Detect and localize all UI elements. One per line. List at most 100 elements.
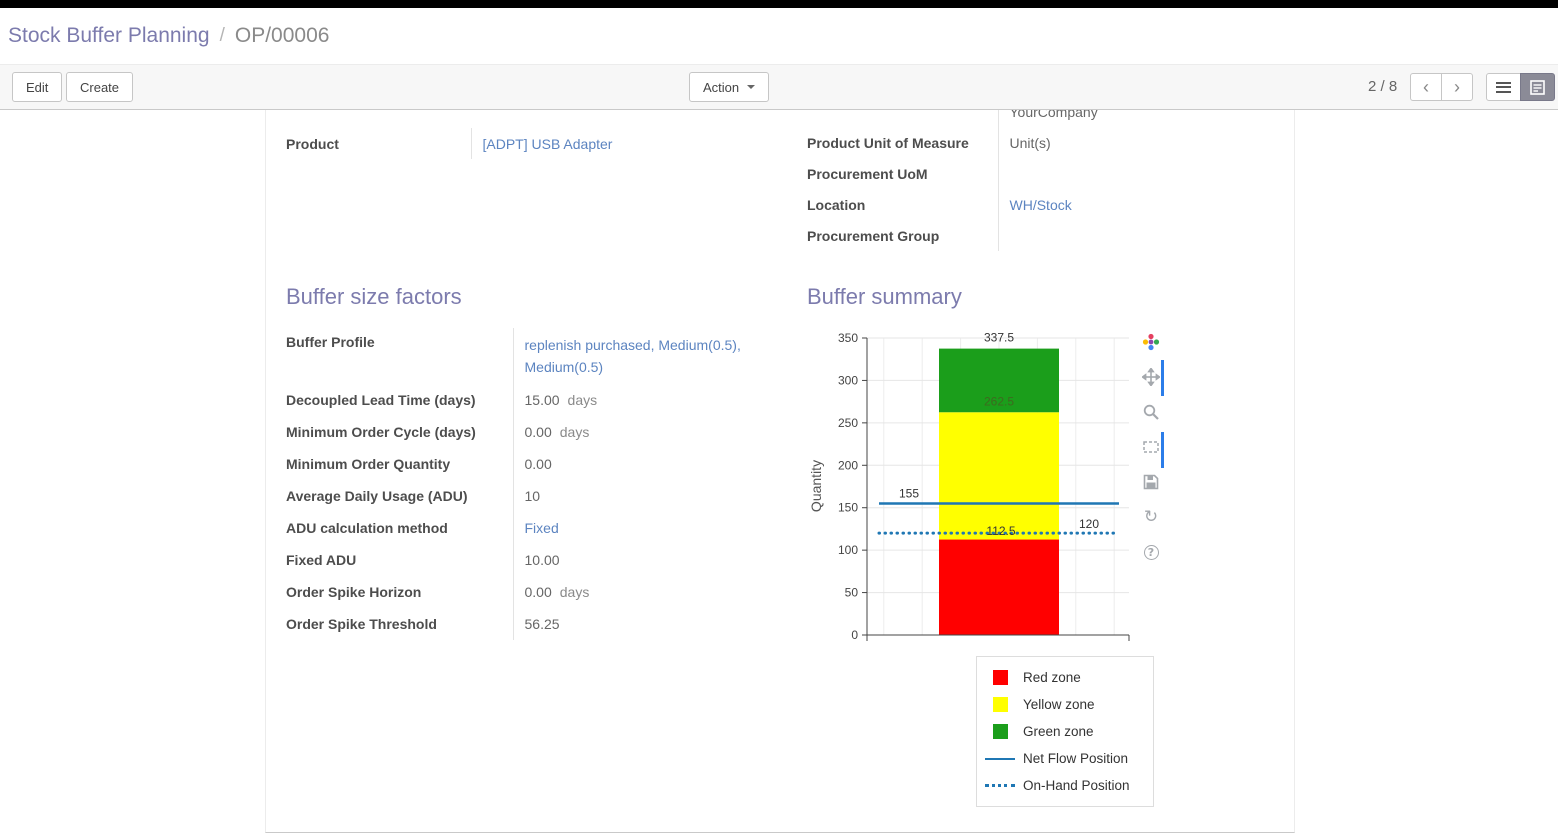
field-label: Product [286, 135, 339, 152]
y-tick-label: 300 [838, 373, 858, 387]
chart-annotation: 337.5 [984, 331, 1014, 345]
field-value: 0.00 [524, 456, 552, 472]
field-value-link[interactable]: replenish purchased, Medium(0.5), Medium… [524, 337, 741, 375]
form-sheet: Product [ADPT] USB Adapter YourCompany Pro… [265, 110, 1295, 833]
breadcrumb: Stock Buffer Planning / OP/00006 [0, 8, 1558, 64]
yellow-zone-bar[interactable] [939, 412, 1059, 540]
field-unit-suffix: days [559, 584, 590, 600]
help-icon[interactable]: ? [1143, 542, 1159, 562]
chart-modebar: ↻ ? [1137, 332, 1165, 577]
action-dropdown-button[interactable]: Action [689, 72, 770, 102]
y-tick-label: 350 [838, 331, 858, 345]
chart-annotation: 112.5 [986, 524, 1015, 538]
legend-item[interactable]: Yellow zone [985, 691, 1153, 718]
legend-label: Net Flow Position [1023, 751, 1129, 766]
pager-count: 2 / 8 [1368, 78, 1398, 95]
legend-item[interactable]: Green zone [985, 718, 1153, 745]
field-row: Order Spike Horizon 0.00 days [286, 576, 786, 608]
legend-item[interactable]: On-Hand Position [985, 772, 1153, 799]
create-button[interactable]: Create [66, 72, 134, 102]
legend-swatch [992, 670, 1008, 685]
content-area: Product [ADPT] USB Adapter YourCompany Pro… [0, 110, 1558, 839]
list-view-button[interactable] [1486, 73, 1521, 101]
green-zone-bar[interactable] [939, 348, 1059, 413]
field-row: Product Unit of Measure Unit(s) [807, 127, 1274, 158]
legend-line-sample [985, 757, 1015, 760]
section-title-buffer-size-factors: Buffer size factors [286, 284, 462, 309]
field-label: Decoupled Lead Time (days) [286, 392, 476, 408]
control-panel: Edit Create Action 2 / 8 ‹ › [0, 64, 1558, 110]
chart-plot-area[interactable]: 0 50 100 150 200 250 300 350 Quantity 337.5 262.5 1… [807, 328, 1137, 654]
chart-annotation: 120 [1079, 517, 1099, 531]
field-label: Procurement UoM [807, 165, 928, 182]
legend-label: Yellow zone [1023, 697, 1095, 712]
field-label: Order Spike Threshold [286, 616, 437, 632]
chart-annotation: 262.5 [984, 394, 1014, 408]
buffer-summary-chart: 0 50 100 150 200 250 300 350 Quantity 337.5 262.5 1… [807, 328, 1274, 807]
field-value-link[interactable]: [ADPT] USB Adapter [482, 135, 613, 152]
chart-annotation: 155 [899, 486, 919, 500]
legend-swatch [992, 697, 1008, 712]
save-icon[interactable] [1142, 472, 1160, 492]
legend-item[interactable]: Net Flow Position [985, 745, 1153, 772]
field-row: Minimum Order Cycle (days) 0.00 days [286, 416, 786, 448]
field-value: 15.00 [524, 392, 560, 408]
field-row: Minimum Order Quantity 0.00 [286, 448, 786, 480]
field-label: Average Daily Usage (ADU) [286, 488, 468, 504]
box-select-icon[interactable] [1142, 437, 1160, 457]
legend-label: Green zone [1023, 724, 1094, 739]
zoom-icon[interactable] [1142, 402, 1160, 422]
top-navbar [0, 0, 1558, 8]
y-tick-label: 150 [838, 501, 858, 515]
field-label: Minimum Order Quantity [286, 456, 451, 472]
y-tick-label: 250 [838, 416, 858, 430]
field-row: ADU calculation method Fixed [286, 512, 786, 544]
modebar-active-indicator [1161, 360, 1164, 396]
field-row: Decoupled Lead Time (days) 15.00 days [286, 384, 786, 416]
legend-swatch [992, 724, 1008, 739]
field-unit-suffix: days [559, 424, 590, 440]
field-row: Procurement UoM [807, 158, 1274, 189]
plotly-logo-icon[interactable] [1141, 332, 1161, 352]
y-tick-label: 50 [845, 586, 859, 600]
legend-label: Red zone [1023, 670, 1081, 685]
legend-label: On-Hand Position [1023, 778, 1130, 793]
red-zone-bar[interactable] [939, 539, 1059, 635]
field-value: 10 [524, 488, 541, 504]
field-row: Product [ADPT] USB Adapter [286, 128, 786, 159]
reset-axes-icon[interactable]: ↻ [1143, 507, 1159, 527]
y-tick-label: 100 [838, 543, 858, 557]
edit-button[interactable]: Edit [12, 72, 63, 102]
top-field-groups: Product [ADPT] USB Adapter YourCompany Pro… [286, 110, 1274, 251]
form-view-button[interactable] [1520, 73, 1555, 101]
field-label: Buffer Profile [286, 334, 375, 350]
form-icon [1530, 79, 1545, 95]
field-row: Fixed ADU 10.00 [286, 544, 786, 576]
y-tick-label: 200 [838, 458, 858, 472]
field-value: YourCompany [1009, 110, 1098, 120]
field-value: 0.00 [524, 424, 552, 440]
field-row: Location WH/Stock [807, 189, 1274, 220]
field-value: 10.00 [524, 552, 560, 568]
field-value: 0.00 [524, 584, 552, 600]
chart-legend: Red zone Yellow zone Green zone Net Flow Po… [976, 656, 1154, 807]
pan-icon[interactable] [1142, 367, 1160, 387]
pager-previous-button[interactable]: ‹ [1410, 73, 1442, 101]
field-value-link[interactable]: WH/Stock [1009, 196, 1072, 213]
modebar-active-indicator [1161, 432, 1164, 468]
field-row: Average Daily Usage (ADU) 10 [286, 480, 786, 512]
action-dropdown-label: Action [703, 79, 740, 95]
field-row: Procurement Group [807, 220, 1274, 251]
breadcrumb-parent-link[interactable]: Stock Buffer Planning [8, 24, 210, 47]
legend-line-sample [985, 784, 1015, 787]
field-value: Unit(s) [1009, 134, 1051, 151]
pager-next-button[interactable]: › [1441, 73, 1473, 101]
breadcrumb-current: OP/00006 [234, 24, 330, 47]
field-label: Fixed ADU [286, 552, 357, 568]
field-row: Order Spike Threshold 56.25 [286, 608, 786, 640]
section-title-buffer-summary: Buffer summary [807, 284, 962, 309]
field-label: Minimum Order Cycle (days) [286, 424, 476, 440]
legend-item[interactable]: Red zone [985, 664, 1153, 691]
field-row: Buffer Profile replenish purchased, Mediu… [286, 328, 786, 384]
field-value-link[interactable]: Fixed [524, 520, 559, 536]
